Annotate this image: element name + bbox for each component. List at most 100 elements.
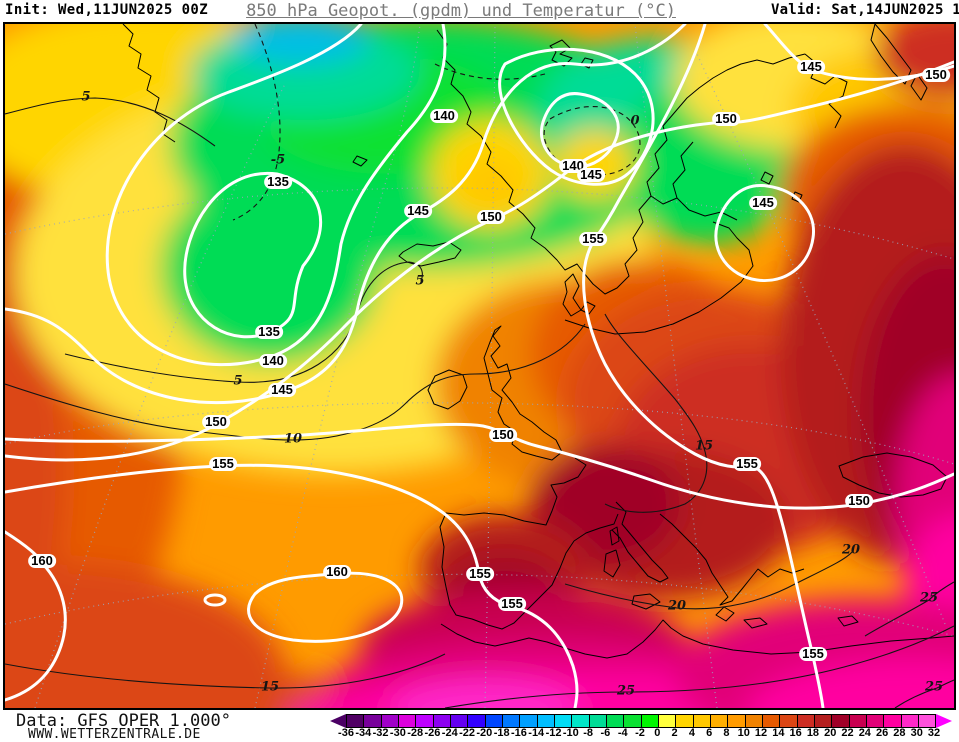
geopotential-label: 135 — [255, 325, 283, 339]
legend-tick: -2 — [635, 727, 645, 739]
temperature-legend: -36 -34 -32 -30 -28 -26 -24 -22 -20 -18 -16 -14 -12-… — [330, 714, 952, 739]
legend-cell — [450, 715, 469, 727]
legend-tick: 26 — [875, 727, 889, 739]
legend-cell — [589, 715, 607, 727]
legend-tick: 10 — [737, 727, 750, 739]
legend-tick: -34 — [355, 727, 372, 739]
legend-cell — [797, 715, 815, 727]
geopotential-label: 150 — [922, 68, 950, 82]
legend-cell — [884, 715, 902, 727]
geopotential-label: 140 — [259, 354, 287, 368]
legend-tick: 2 — [671, 727, 678, 739]
footer-bar: Data: GFS OPER 1.000° WWW.WETTERZENTRALE… — [0, 710, 959, 742]
geopotential-label: 145 — [268, 383, 296, 397]
geopotential-label: 155 — [466, 567, 494, 581]
geopotential-label: 140 — [430, 109, 458, 123]
coastlines — [122, 24, 954, 659]
legend-cell — [433, 715, 451, 727]
geopotential-label: 145 — [797, 60, 825, 74]
legend-tick: 24 — [858, 727, 871, 739]
legend-tick: 20 — [824, 727, 837, 739]
legend-cell — [745, 715, 763, 727]
legend-tick: 8 — [723, 727, 730, 739]
legend-cell — [485, 715, 503, 727]
legend-cell — [780, 715, 798, 727]
legend-tick: 16 — [789, 727, 802, 739]
legend-cell — [814, 715, 833, 727]
init-datetime: Init: Wed,11JUN2025 00Z — [5, 2, 209, 18]
legend-tick: -12 — [545, 727, 562, 739]
legend-right-arrow — [936, 714, 952, 728]
geopotential-label: 155 — [799, 647, 827, 661]
geopotential-label: 150 — [202, 415, 230, 429]
legend-tick: 28 — [893, 727, 906, 739]
geopotential-label: 155 — [733, 457, 761, 471]
geopotential-label: 135 — [264, 175, 292, 189]
temperature-label: 25 — [924, 679, 944, 695]
legend-tick: -26 — [424, 727, 441, 739]
temperature-field — [5, 24, 954, 708]
legend-cell — [918, 715, 936, 727]
legend-cell — [693, 715, 711, 727]
geopotential-label: 145 — [404, 204, 432, 218]
legend-cell — [866, 715, 885, 727]
weather-map: 135 135 140 140 140 145 145 145 145 145 150 150 150 1… — [3, 22, 956, 710]
temperature-label: 15 — [260, 679, 280, 695]
legend-left-arrow — [330, 714, 346, 728]
data-source: Data: GFS OPER 1.000° — [16, 711, 231, 731]
legend-tick: -8 — [583, 727, 593, 739]
legend-cell — [502, 715, 521, 727]
geopotential-label: 155 — [209, 457, 237, 471]
geopotential-label: 145 — [749, 196, 777, 210]
legend-cell — [901, 715, 919, 727]
legend-cell — [554, 715, 573, 727]
legend-tick: 30 — [910, 727, 923, 739]
geopotential-label: 150 — [477, 210, 505, 224]
legend-tick: -10 — [562, 727, 579, 739]
temperature-label: -5 — [270, 152, 286, 168]
legend-tick: -22 — [459, 727, 475, 739]
temperature-label: 25 — [919, 590, 939, 606]
valid-datetime: Valid: Sat,14JUN2025 12Z — [771, 2, 959, 18]
legend-tick: -20 — [476, 727, 493, 739]
legend-cell — [710, 715, 729, 727]
legend-tick: -30 — [389, 727, 406, 739]
legend-tick: 14 — [772, 727, 785, 739]
geopotential-label: 160 — [28, 554, 56, 568]
legend-cell — [658, 715, 677, 727]
map-canvas — [5, 24, 954, 708]
legend-tick: -6 — [600, 727, 611, 739]
legend-tick: 22 — [841, 727, 854, 739]
legend-tick: 32 — [927, 727, 941, 739]
legend-tick: 6 — [706, 727, 713, 739]
legend-cell — [537, 715, 555, 727]
temperature-label: 20 — [841, 542, 861, 558]
temperature-label: 20 — [667, 598, 687, 614]
legend-cell — [398, 715, 417, 727]
legend-tick: 0 — [654, 727, 661, 739]
legend-tick: -32 — [372, 727, 389, 739]
legend-tick: -28 — [407, 727, 424, 739]
temperature-label: 10 — [283, 431, 303, 447]
geopotential-label: 150 — [712, 112, 740, 126]
temperature-contours — [5, 24, 954, 708]
legend-cell — [641, 715, 659, 727]
legend-tick: -24 — [441, 727, 458, 739]
geopotential-label: 150 — [489, 428, 517, 442]
legend-cell — [520, 715, 538, 727]
legend-tick: -14 — [528, 727, 545, 739]
legend-cell — [676, 715, 694, 727]
map-title: 850 hPa Geopot. (gpdm) und Temperatur (°… — [246, 1, 676, 21]
geopotential-label: 155 — [579, 232, 607, 246]
temperature-label: 0 — [630, 113, 640, 129]
legend-tick: -36 — [338, 727, 354, 739]
legend-cell — [381, 715, 399, 727]
legend-cell — [572, 715, 590, 727]
geopotential-label: 150 — [845, 494, 873, 508]
legend-cell — [347, 715, 365, 727]
geopotential-label: 145 — [577, 168, 605, 182]
graticule-lines — [5, 24, 954, 708]
legend-cell — [832, 715, 850, 727]
legend-cell — [849, 715, 867, 727]
legend-tick: -16 — [510, 727, 527, 739]
